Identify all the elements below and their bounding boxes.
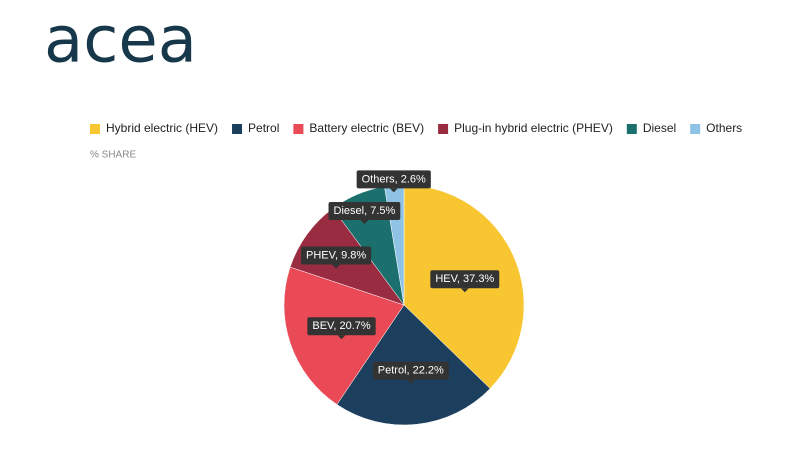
data-label-pointer: [460, 288, 469, 293]
data-label-box: [356, 170, 431, 189]
data-label: Others, 2.6%: [356, 170, 431, 193]
data-label-pointer: [332, 264, 341, 269]
legend-swatch: [626, 124, 637, 134]
chart-subtitle: % SHARE: [90, 150, 136, 161]
legend-label: Diesel: [643, 121, 676, 135]
legend-swatch: [438, 124, 449, 134]
legend-label: Petrol: [248, 121, 279, 135]
legend-swatch: [232, 124, 243, 134]
legend-swatch: [690, 124, 701, 134]
data-label: BEV, 20.7%: [307, 317, 376, 340]
data-label: PHEV, 9.8%: [301, 246, 372, 269]
data-label-pointer: [337, 335, 346, 340]
data-label-box: [328, 201, 401, 220]
data-label-text: PHEV, 9.8%: [306, 249, 366, 261]
data-label-box: [430, 270, 500, 289]
data-label: HEV, 37.3%: [430, 270, 500, 293]
data-label-pointer: [406, 379, 415, 384]
legend-label: Plug-in hybrid electric (PHEV): [454, 121, 613, 135]
data-label-text: HEV, 37.3%: [435, 273, 494, 285]
data-label-text: Diesel, 7.5%: [334, 205, 396, 217]
data-label-text: Others, 2.6%: [362, 173, 426, 185]
legend-label: Battery electric (BEV): [309, 121, 424, 135]
data-label: Petrol, 22.2%: [372, 361, 449, 384]
data-label-box: [301, 246, 372, 265]
data-label-text: Petrol, 22.2%: [378, 365, 444, 377]
legend-label: Others: [706, 121, 742, 135]
data-label: Diesel, 7.5%: [328, 201, 401, 224]
data-label-pointer: [389, 188, 398, 193]
legend-swatch: [293, 124, 304, 134]
data-label-box: [307, 317, 376, 336]
logo: acea: [44, 4, 197, 78]
data-label-box: [372, 361, 449, 380]
data-label-pointer: [360, 219, 369, 224]
legend-swatch: [90, 124, 100, 134]
legend-label: Hybrid electric (HEV): [106, 121, 218, 135]
data-label-text: BEV, 20.7%: [312, 320, 371, 332]
